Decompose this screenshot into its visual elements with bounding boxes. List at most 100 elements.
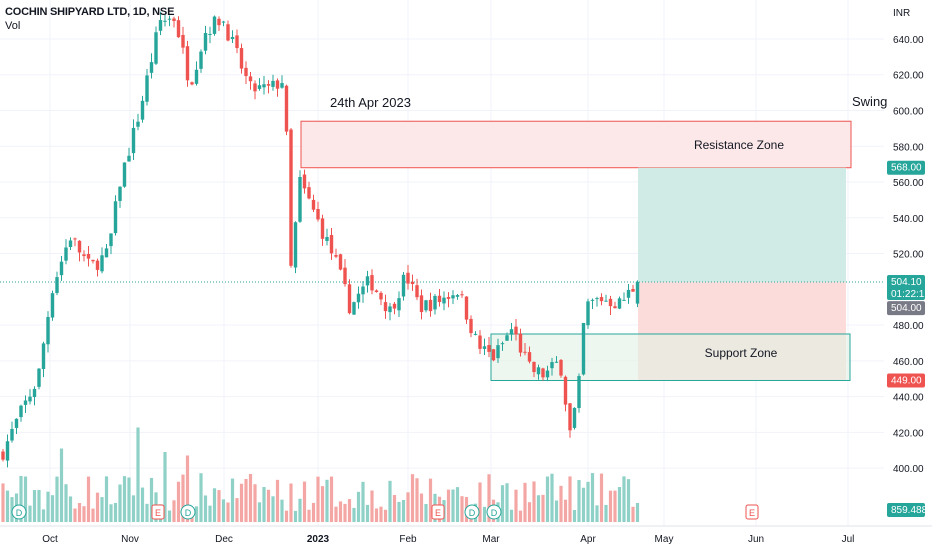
candle-body	[586, 301, 590, 326]
candle-body	[248, 76, 253, 82]
volume-bar	[55, 476, 59, 522]
price-tick-label: 620.00	[893, 71, 924, 82]
candle-body	[397, 298, 401, 311]
candle-body	[559, 359, 563, 376]
volume-bar	[145, 503, 149, 522]
volume-bar	[221, 499, 226, 522]
volume-bar	[428, 478, 433, 522]
support-zone-label: Support Zone	[705, 346, 778, 360]
time-tick-label: Nov	[121, 534, 139, 545]
time-tick-label: Feb	[399, 534, 417, 545]
volume-bar	[451, 489, 455, 522]
candle-body	[347, 284, 352, 314]
candle-body	[77, 240, 82, 253]
candle-body	[316, 209, 320, 220]
volume-bar	[365, 504, 370, 522]
candle-body	[311, 199, 316, 210]
price-tick-label: 560.00	[893, 178, 924, 189]
candle-body	[298, 177, 302, 222]
candle-body	[145, 75, 149, 102]
candle-body	[19, 405, 23, 418]
candle-body	[406, 272, 410, 284]
volume-bar	[275, 479, 280, 522]
volume-bar	[131, 495, 136, 522]
candle-body	[284, 85, 289, 132]
volume-bar	[212, 488, 217, 522]
volume-bar	[262, 487, 266, 522]
candle-body	[100, 255, 104, 272]
candle-body	[523, 351, 527, 353]
symbol-title[interactable]: COCHIN SHIPYARD LTD, 1D, NSE	[5, 6, 175, 18]
candle-body	[163, 20, 167, 22]
candle-body	[136, 121, 140, 127]
candle-body	[122, 162, 127, 187]
volume-bar	[455, 487, 460, 522]
volume-bar	[410, 474, 415, 522]
volume-bar	[590, 473, 595, 522]
candle-body	[491, 349, 496, 361]
volume-bar	[635, 502, 640, 522]
volume-bar	[95, 492, 100, 522]
candle-body	[550, 362, 554, 369]
candle-body	[271, 80, 275, 87]
volume-bar	[392, 495, 397, 522]
volume-indicator-label[interactable]: Vol	[5, 20, 21, 32]
target-price-tag-bg	[887, 160, 925, 175]
volume-bar	[172, 500, 176, 522]
candle-body	[172, 18, 176, 21]
volume-bar	[230, 478, 235, 522]
volume-bar	[289, 483, 293, 522]
event-label: D	[491, 508, 498, 518]
volume-bar	[406, 492, 410, 522]
volume-bar	[536, 495, 541, 522]
volume-bar	[424, 503, 428, 522]
volume-bar	[505, 483, 509, 522]
candle-body	[226, 24, 230, 41]
price-axis-unit: INR	[893, 8, 910, 19]
candle-body	[437, 295, 442, 303]
candle-body	[496, 345, 500, 359]
price-tick-label: 600.00	[893, 107, 924, 118]
support-zone	[490, 333, 851, 381]
candle-body	[572, 407, 577, 428]
volume-bar	[514, 489, 518, 522]
price-tick-label: 460.00	[893, 357, 924, 368]
date-note: 24th Apr 2023	[330, 95, 411, 110]
candle-body	[527, 352, 532, 362]
volume-bar	[604, 504, 608, 522]
candle-body	[329, 235, 334, 254]
resistance-zone-label: Resistance Zone	[694, 138, 784, 152]
candle-body	[460, 294, 464, 296]
volume-bar	[518, 510, 523, 522]
candle-body	[104, 248, 109, 258]
candle-body	[131, 127, 136, 154]
candle-body	[199, 51, 203, 69]
volume-bar	[361, 481, 365, 522]
event-label: D	[469, 508, 476, 518]
volume-bar	[109, 504, 113, 522]
volume-bar	[577, 480, 581, 522]
candle-body	[289, 129, 293, 266]
volume-bar	[194, 506, 199, 522]
volume-bar	[334, 506, 338, 522]
candle-body	[1, 451, 5, 460]
volume-bar	[383, 509, 388, 522]
candle-body	[14, 418, 19, 428]
volume-bar	[298, 498, 302, 522]
volume-bar	[572, 510, 577, 522]
candle-body	[604, 300, 608, 302]
volume-bar	[370, 490, 374, 522]
volume-bar	[248, 473, 253, 522]
volume-bar	[203, 495, 208, 522]
volume-bar	[37, 489, 41, 522]
chart-header: COCHIN SHIPYARD LTD, 1D, NSE Vol	[5, 6, 174, 32]
candle-body	[446, 297, 451, 299]
candle-body	[109, 233, 113, 247]
candle-body	[419, 295, 424, 313]
candle-body	[217, 18, 221, 26]
volume-bar	[23, 476, 28, 522]
volume-bar	[622, 476, 626, 522]
volume-bar	[199, 473, 203, 522]
candle-body	[361, 286, 365, 295]
